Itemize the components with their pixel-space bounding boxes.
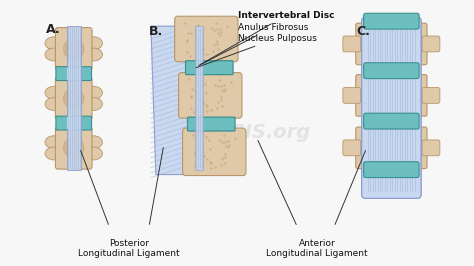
Text: A.: A.	[46, 23, 61, 36]
FancyBboxPatch shape	[356, 127, 427, 169]
Polygon shape	[151, 26, 201, 174]
Bar	[67, 117, 81, 129]
FancyBboxPatch shape	[182, 128, 246, 176]
FancyBboxPatch shape	[364, 113, 419, 129]
FancyBboxPatch shape	[185, 61, 233, 75]
FancyBboxPatch shape	[422, 140, 440, 156]
FancyBboxPatch shape	[56, 67, 91, 81]
Ellipse shape	[84, 98, 102, 110]
FancyBboxPatch shape	[343, 140, 361, 156]
FancyBboxPatch shape	[364, 13, 419, 29]
FancyBboxPatch shape	[55, 28, 92, 70]
Ellipse shape	[45, 147, 63, 160]
Ellipse shape	[64, 138, 84, 158]
Ellipse shape	[84, 37, 102, 50]
Text: C.: C.	[357, 24, 371, 38]
Text: OSMOSIS.org: OSMOSIS.org	[164, 123, 310, 143]
Ellipse shape	[45, 98, 63, 110]
FancyBboxPatch shape	[188, 117, 235, 131]
FancyBboxPatch shape	[55, 77, 92, 120]
FancyBboxPatch shape	[356, 23, 427, 65]
Ellipse shape	[84, 147, 102, 160]
Text: B.: B.	[149, 24, 163, 38]
FancyBboxPatch shape	[364, 63, 419, 78]
Ellipse shape	[45, 86, 63, 99]
FancyBboxPatch shape	[179, 73, 242, 118]
FancyBboxPatch shape	[343, 36, 361, 52]
FancyBboxPatch shape	[55, 127, 92, 169]
FancyBboxPatch shape	[422, 88, 440, 103]
Ellipse shape	[45, 37, 63, 50]
FancyBboxPatch shape	[364, 162, 419, 177]
FancyBboxPatch shape	[422, 36, 440, 52]
Text: Nucleus Pulposus: Nucleus Pulposus	[196, 34, 317, 68]
Ellipse shape	[84, 136, 102, 149]
Text: Posterior
Longitudinal Ligament: Posterior Longitudinal Ligament	[78, 239, 180, 258]
Bar	[67, 26, 81, 170]
Text: Anterior
Longitudinal Ligament: Anterior Longitudinal Ligament	[266, 239, 368, 258]
Bar	[67, 68, 81, 80]
Text: Intervertebral Disc: Intervertebral Disc	[201, 11, 335, 64]
Ellipse shape	[84, 86, 102, 99]
Ellipse shape	[64, 39, 84, 59]
Ellipse shape	[45, 136, 63, 149]
FancyBboxPatch shape	[343, 88, 361, 103]
Text: Anulus Fibrosus: Anulus Fibrosus	[199, 23, 309, 65]
FancyBboxPatch shape	[362, 17, 421, 198]
FancyBboxPatch shape	[362, 17, 421, 198]
FancyBboxPatch shape	[56, 116, 91, 130]
FancyBboxPatch shape	[174, 16, 238, 62]
Ellipse shape	[45, 48, 63, 61]
Ellipse shape	[64, 88, 84, 109]
Bar	[195, 26, 203, 170]
Ellipse shape	[84, 48, 102, 61]
FancyBboxPatch shape	[356, 75, 427, 116]
